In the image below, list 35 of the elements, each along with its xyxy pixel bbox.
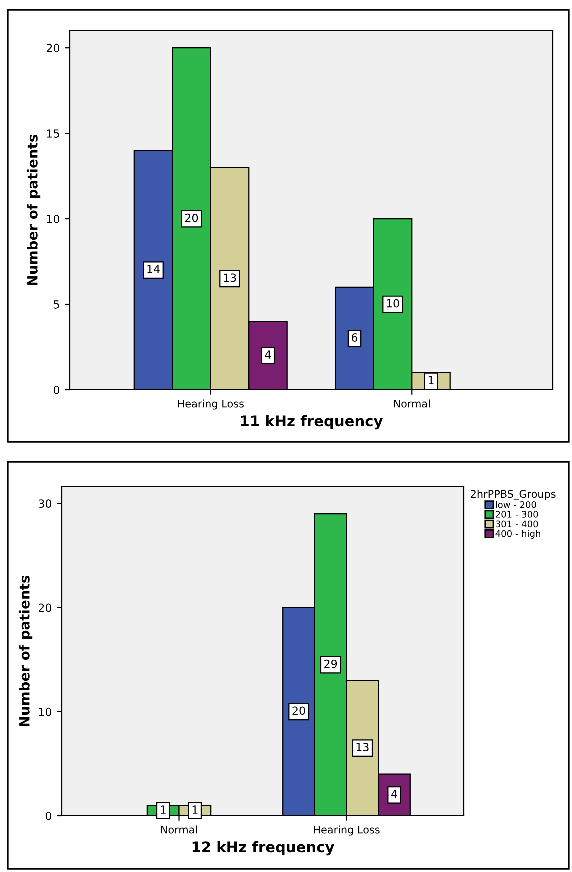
y-tick-label: 0 [54,386,60,394]
y-tick-label: 30 [38,500,52,508]
data-label: 6 [352,334,358,342]
x-tick-label: Normal [161,826,198,834]
y-axis-title: Number of patients [19,576,33,726]
data-label: 4 [391,790,398,798]
y-axis-title: Number of patients [27,134,41,286]
data-label: 13 [356,743,369,752]
x-axis-title: 11 kHz frequency [241,415,383,430]
data-label: 1 [161,806,166,814]
y-tick-label: 10 [39,708,52,716]
legend-label: 400 - high [496,530,540,539]
y-tick-label: 10 [47,215,60,224]
y-tick-label: 15 [47,130,60,138]
data-label: 13 [224,274,236,282]
data-label: 29 [324,660,338,668]
x-axis-title: 12 kHz frequency [192,841,334,856]
x-tick-label: Normal [394,400,430,408]
y-tick-label: 20 [38,604,52,612]
data-label: 1 [428,376,434,385]
legend-title: 2hrPPBS_Groups [471,490,556,500]
data-label: 4 [265,350,272,359]
y-tick-label: 20 [46,44,60,52]
legend-label: low - 200 [496,501,536,508]
data-label: 10 [387,299,400,308]
x-tick-label: Hearing Loss [314,826,380,836]
x-tick-label: Hearing Loss [178,400,244,410]
data-label: 1 [192,806,198,814]
legend-label: 201 - 300 [496,511,538,518]
legend-label: 301 - 400 [496,520,538,528]
data-label: 20 [292,706,306,716]
data-label: 14 [148,265,160,274]
data-label: 20 [186,214,198,222]
y-tick-label: 5 [54,300,60,309]
y-tick-label: 0 [46,812,52,820]
